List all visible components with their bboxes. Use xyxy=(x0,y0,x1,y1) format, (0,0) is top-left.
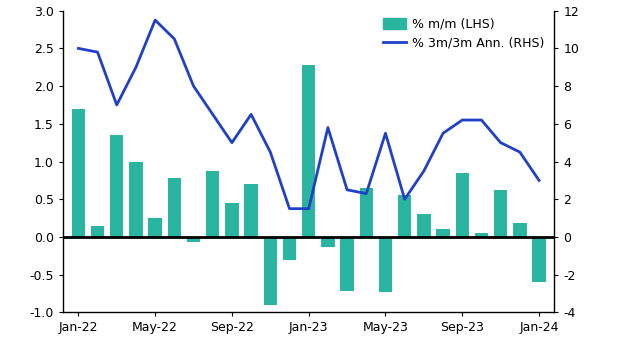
Bar xyxy=(321,237,335,247)
Bar xyxy=(379,237,392,292)
% 3m/3m Ann. (RHS) xyxy=(536,178,543,182)
Bar xyxy=(360,188,373,237)
% 3m/3m Ann. (RHS) xyxy=(516,150,524,154)
Bar xyxy=(398,196,411,237)
Bar xyxy=(513,223,527,237)
Bar xyxy=(455,173,469,237)
% 3m/3m Ann. (RHS) xyxy=(439,131,447,135)
Bar xyxy=(283,237,296,260)
% 3m/3m Ann. (RHS) xyxy=(151,18,159,22)
Bar xyxy=(187,237,200,242)
% 3m/3m Ann. (RHS) xyxy=(459,118,466,122)
% 3m/3m Ann. (RHS) xyxy=(497,141,505,145)
% 3m/3m Ann. (RHS) xyxy=(248,112,255,116)
% 3m/3m Ann. (RHS) xyxy=(401,197,408,201)
Legend: % m/m (LHS), % 3m/3m Ann. (RHS): % m/m (LHS), % 3m/3m Ann. (RHS) xyxy=(379,14,548,54)
% 3m/3m Ann. (RHS) xyxy=(209,112,217,116)
Bar xyxy=(72,109,85,237)
% 3m/3m Ann. (RHS) xyxy=(420,169,428,173)
% 3m/3m Ann. (RHS) xyxy=(382,131,389,135)
Bar xyxy=(417,214,430,237)
Line: % 3m/3m Ann. (RHS): % 3m/3m Ann. (RHS) xyxy=(78,20,539,209)
Bar xyxy=(244,184,258,237)
% 3m/3m Ann. (RHS) xyxy=(362,191,370,196)
Bar xyxy=(91,226,105,237)
% 3m/3m Ann. (RHS) xyxy=(324,125,331,130)
% 3m/3m Ann. (RHS) xyxy=(74,46,82,50)
Bar xyxy=(340,237,354,291)
Bar xyxy=(168,178,181,237)
% 3m/3m Ann. (RHS) xyxy=(113,103,120,107)
Bar xyxy=(110,135,123,237)
% 3m/3m Ann. (RHS) xyxy=(343,188,351,192)
% 3m/3m Ann. (RHS) xyxy=(190,84,197,88)
% 3m/3m Ann. (RHS) xyxy=(478,118,485,122)
% 3m/3m Ann. (RHS) xyxy=(132,65,140,69)
Bar xyxy=(475,233,488,237)
Bar xyxy=(149,218,162,237)
% 3m/3m Ann. (RHS) xyxy=(286,207,294,211)
Bar xyxy=(225,203,239,237)
Bar xyxy=(494,190,507,237)
Bar xyxy=(263,237,277,305)
% 3m/3m Ann. (RHS) xyxy=(228,141,236,145)
% 3m/3m Ann. (RHS) xyxy=(171,37,178,41)
Bar xyxy=(302,65,316,237)
% 3m/3m Ann. (RHS) xyxy=(94,50,101,54)
Bar xyxy=(206,171,219,237)
Bar xyxy=(532,237,546,282)
% 3m/3m Ann. (RHS) xyxy=(305,207,312,211)
% 3m/3m Ann. (RHS) xyxy=(266,150,274,154)
Bar xyxy=(437,229,450,237)
Bar xyxy=(129,162,142,237)
